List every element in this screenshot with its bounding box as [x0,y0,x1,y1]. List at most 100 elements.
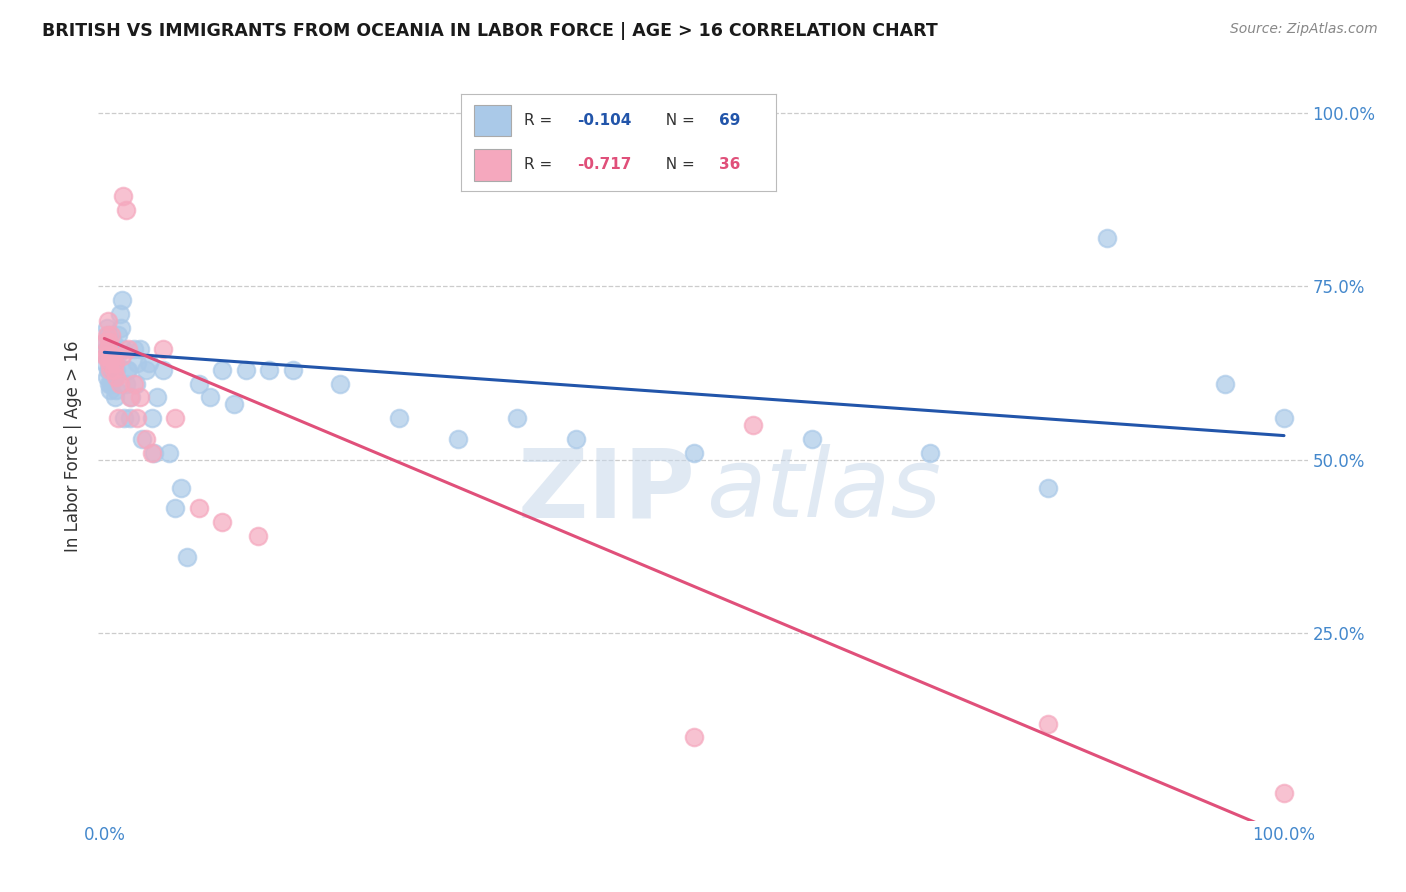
Point [329,376,352,391]
Point [94,356,117,370]
Point [97,362,120,376]
Point [141,411,163,425]
Text: ZIP: ZIP [517,444,695,538]
Point [131,432,153,446]
Point [111,349,134,363]
Point [135,362,157,376]
Point [98,362,121,376]
Point [96,328,118,343]
Point [801,432,824,446]
Point [122,342,145,356]
Point [101,369,124,384]
Point [246,529,269,543]
Point [98,376,121,391]
Point [122,376,145,391]
Point [187,376,209,391]
Point [100,356,122,370]
Point [157,446,180,460]
Point [447,432,470,446]
Point [152,362,174,376]
Point [100,376,122,391]
Point [111,293,134,308]
Point [104,356,127,370]
Point [110,321,132,335]
Point [222,397,245,411]
Point [112,189,135,203]
Point [120,391,142,405]
Point [117,342,139,356]
Point [152,342,174,356]
Point [235,362,257,376]
Point [187,501,209,516]
Point [114,203,136,218]
Point [138,356,160,370]
Point [388,411,411,425]
Point [98,362,121,376]
Point [94,349,117,363]
Point [125,376,148,391]
Point [112,411,135,425]
Point [1036,716,1059,731]
Point [97,342,120,356]
Point [98,342,121,356]
Point [97,314,120,328]
Point [128,391,150,405]
Point [1272,411,1295,425]
Point [683,446,706,460]
Point [98,384,121,398]
Point [96,342,118,356]
Point [98,334,121,349]
Point [506,411,529,425]
Point [107,411,129,425]
Point [112,342,135,356]
Point [120,411,142,425]
Point [170,481,193,495]
Point [101,349,124,363]
Point [211,516,233,530]
Point [1213,376,1236,391]
Point [142,446,165,460]
Point [1036,481,1059,495]
Point [114,376,136,391]
Point [103,362,125,376]
Point [127,411,149,425]
Point [108,307,131,321]
Text: atlas: atlas [706,444,942,538]
Point [146,391,169,405]
Point [200,391,222,405]
Point [127,356,149,370]
Point [683,731,706,745]
Point [94,334,117,349]
Point [105,369,128,384]
Y-axis label: In Labor Force | Age > 16: In Labor Force | Age > 16 [65,340,83,552]
Point [176,549,198,564]
Point [97,349,120,363]
Point [96,321,118,335]
Point [105,384,128,398]
Point [211,362,233,376]
Point [94,334,117,349]
Point [96,349,118,363]
Point [98,356,121,370]
Point [98,349,121,363]
Point [165,411,187,425]
Point [920,446,942,460]
Point [135,432,157,446]
Point [100,328,122,343]
Point [105,362,128,376]
Text: Source: ZipAtlas.com: Source: ZipAtlas.com [1230,22,1378,37]
Point [141,446,163,460]
Point [101,334,124,349]
Point [98,362,121,376]
Point [165,501,187,516]
Point [1095,231,1118,245]
Point [117,362,139,376]
Point [108,376,131,391]
Point [115,362,138,376]
Point [96,369,118,384]
Point [1272,786,1295,800]
Point [128,342,150,356]
Text: BRITISH VS IMMIGRANTS FROM OCEANIA IN LABOR FORCE | AGE > 16 CORRELATION CHART: BRITISH VS IMMIGRANTS FROM OCEANIA IN LA… [42,22,938,40]
Point [259,362,281,376]
Point [120,391,142,405]
